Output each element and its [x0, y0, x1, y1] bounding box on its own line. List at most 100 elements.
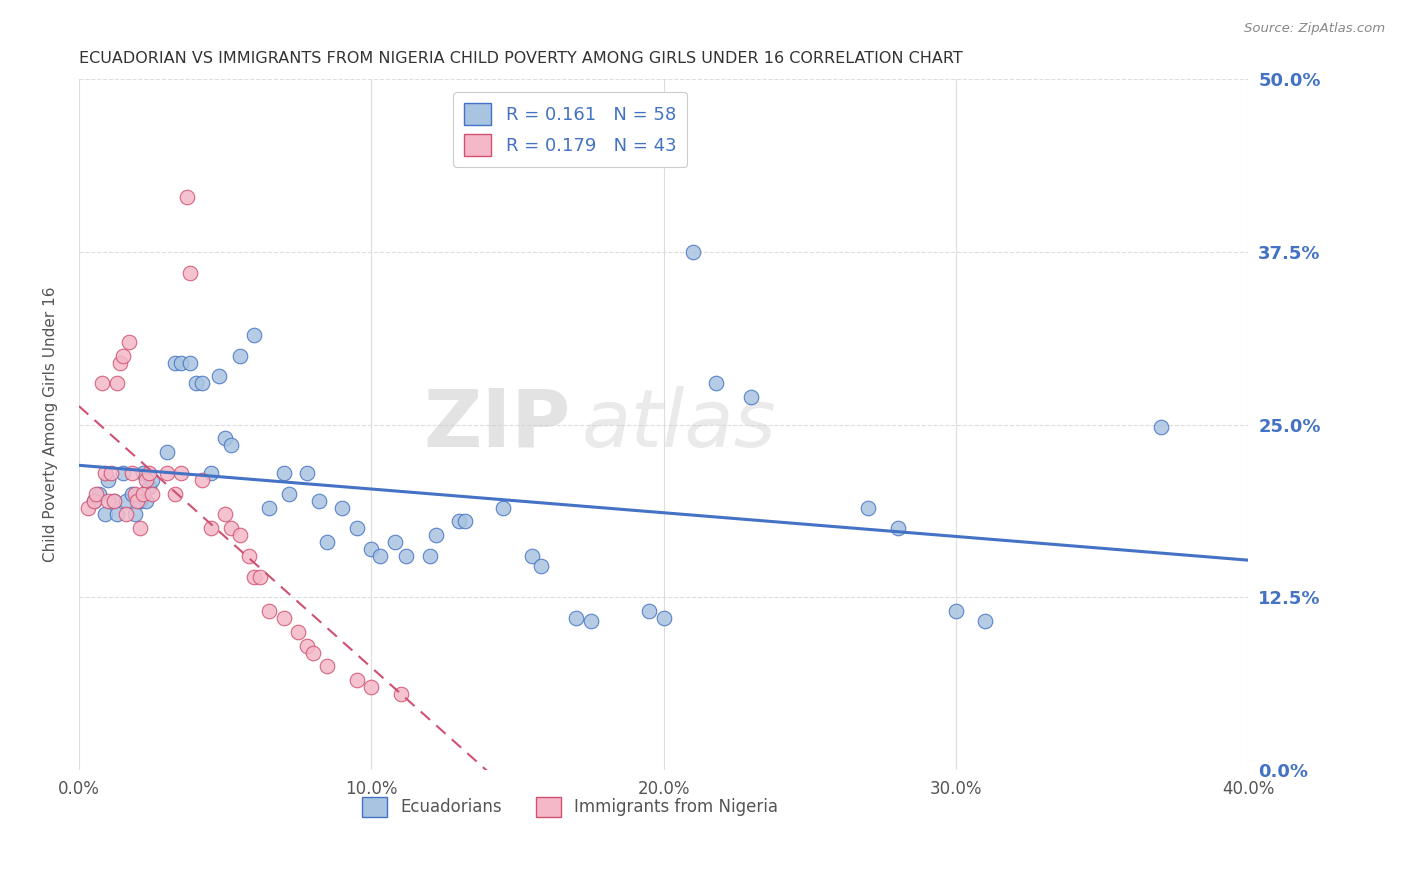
Point: [108, 355, 131, 369]
Point: [141, 473, 163, 487]
Point: [295, 639, 318, 653]
Point: [346, 521, 368, 535]
Point: [360, 680, 382, 694]
Point: [208, 369, 231, 384]
Point: [97, 473, 120, 487]
Point: [111, 349, 134, 363]
Point: [704, 376, 727, 391]
Point: [520, 549, 543, 563]
Point: [179, 355, 201, 369]
Point: [330, 500, 353, 515]
Point: [257, 604, 280, 618]
Point: [454, 514, 477, 528]
Point: [200, 466, 222, 480]
Point: [295, 466, 318, 480]
Point: [302, 646, 325, 660]
Point: [1150, 420, 1173, 434]
Point: [103, 493, 125, 508]
Point: [219, 438, 242, 452]
Point: [308, 493, 330, 508]
Point: [124, 508, 146, 522]
Point: [86, 487, 108, 501]
Point: [118, 334, 141, 349]
Point: [229, 528, 252, 542]
Point: [94, 466, 117, 480]
Point: [638, 604, 661, 618]
Point: [278, 487, 301, 501]
Point: [740, 390, 762, 404]
Point: [83, 493, 105, 508]
Point: [530, 558, 553, 573]
Point: [129, 521, 152, 535]
Point: [100, 466, 122, 480]
Point: [105, 508, 128, 522]
Point: [360, 541, 382, 556]
Point: [184, 376, 207, 391]
Text: ECUADORIAN VS IMMIGRANTS FROM NIGERIA CHILD POVERTY AMONG GIRLS UNDER 16 CORRELA: ECUADORIAN VS IMMIGRANTS FROM NIGERIA CH…: [79, 51, 963, 66]
Text: Source: ZipAtlas.com: Source: ZipAtlas.com: [1244, 22, 1385, 36]
Point: [97, 493, 120, 508]
Point: [243, 569, 266, 583]
Point: [111, 466, 134, 480]
Point: [886, 521, 908, 535]
Point: [156, 445, 179, 459]
Point: [238, 549, 260, 563]
Point: [219, 521, 242, 535]
Legend: Ecuadorians, Immigrants from Nigeria: Ecuadorians, Immigrants from Nigeria: [356, 790, 785, 824]
Point: [229, 349, 252, 363]
Point: [214, 508, 236, 522]
Point: [395, 549, 418, 563]
Point: [179, 266, 201, 280]
Point: [974, 614, 997, 628]
Point: [652, 611, 675, 625]
Point: [384, 535, 406, 549]
Point: [176, 190, 198, 204]
Point: [103, 493, 125, 508]
Point: [190, 376, 212, 391]
Point: [316, 659, 339, 673]
Point: [91, 376, 114, 391]
Point: [249, 569, 271, 583]
Point: [135, 473, 157, 487]
Point: [273, 611, 295, 625]
Point: [682, 245, 704, 260]
Point: [945, 604, 967, 618]
Point: [132, 466, 155, 480]
Point: [76, 500, 98, 515]
Text: ZIP: ZIP: [423, 385, 571, 464]
Point: [257, 500, 280, 515]
Point: [579, 614, 602, 628]
Point: [447, 514, 470, 528]
Point: [287, 624, 309, 639]
Point: [105, 376, 128, 391]
Point: [214, 432, 236, 446]
Text: atlas: atlas: [582, 385, 776, 464]
Point: [316, 535, 339, 549]
Point: [138, 480, 160, 494]
Point: [127, 493, 149, 508]
Point: [141, 487, 163, 501]
Point: [492, 500, 515, 515]
Point: [135, 493, 157, 508]
Point: [190, 473, 212, 487]
Point: [89, 487, 111, 501]
Point: [94, 508, 117, 522]
Point: [368, 549, 391, 563]
Point: [273, 466, 295, 480]
Point: [132, 487, 155, 501]
Point: [165, 487, 187, 501]
Point: [124, 487, 146, 501]
Point: [565, 611, 588, 625]
Point: [389, 687, 412, 701]
Point: [156, 466, 179, 480]
Point: [425, 528, 447, 542]
Point: [114, 493, 136, 508]
Point: [243, 327, 266, 342]
Point: [170, 466, 193, 480]
Point: [419, 549, 441, 563]
Point: [114, 508, 136, 522]
Point: [121, 466, 143, 480]
Point: [129, 493, 152, 508]
Y-axis label: Child Poverty Among Girls Under 16: Child Poverty Among Girls Under 16: [44, 287, 58, 563]
Point: [138, 466, 160, 480]
